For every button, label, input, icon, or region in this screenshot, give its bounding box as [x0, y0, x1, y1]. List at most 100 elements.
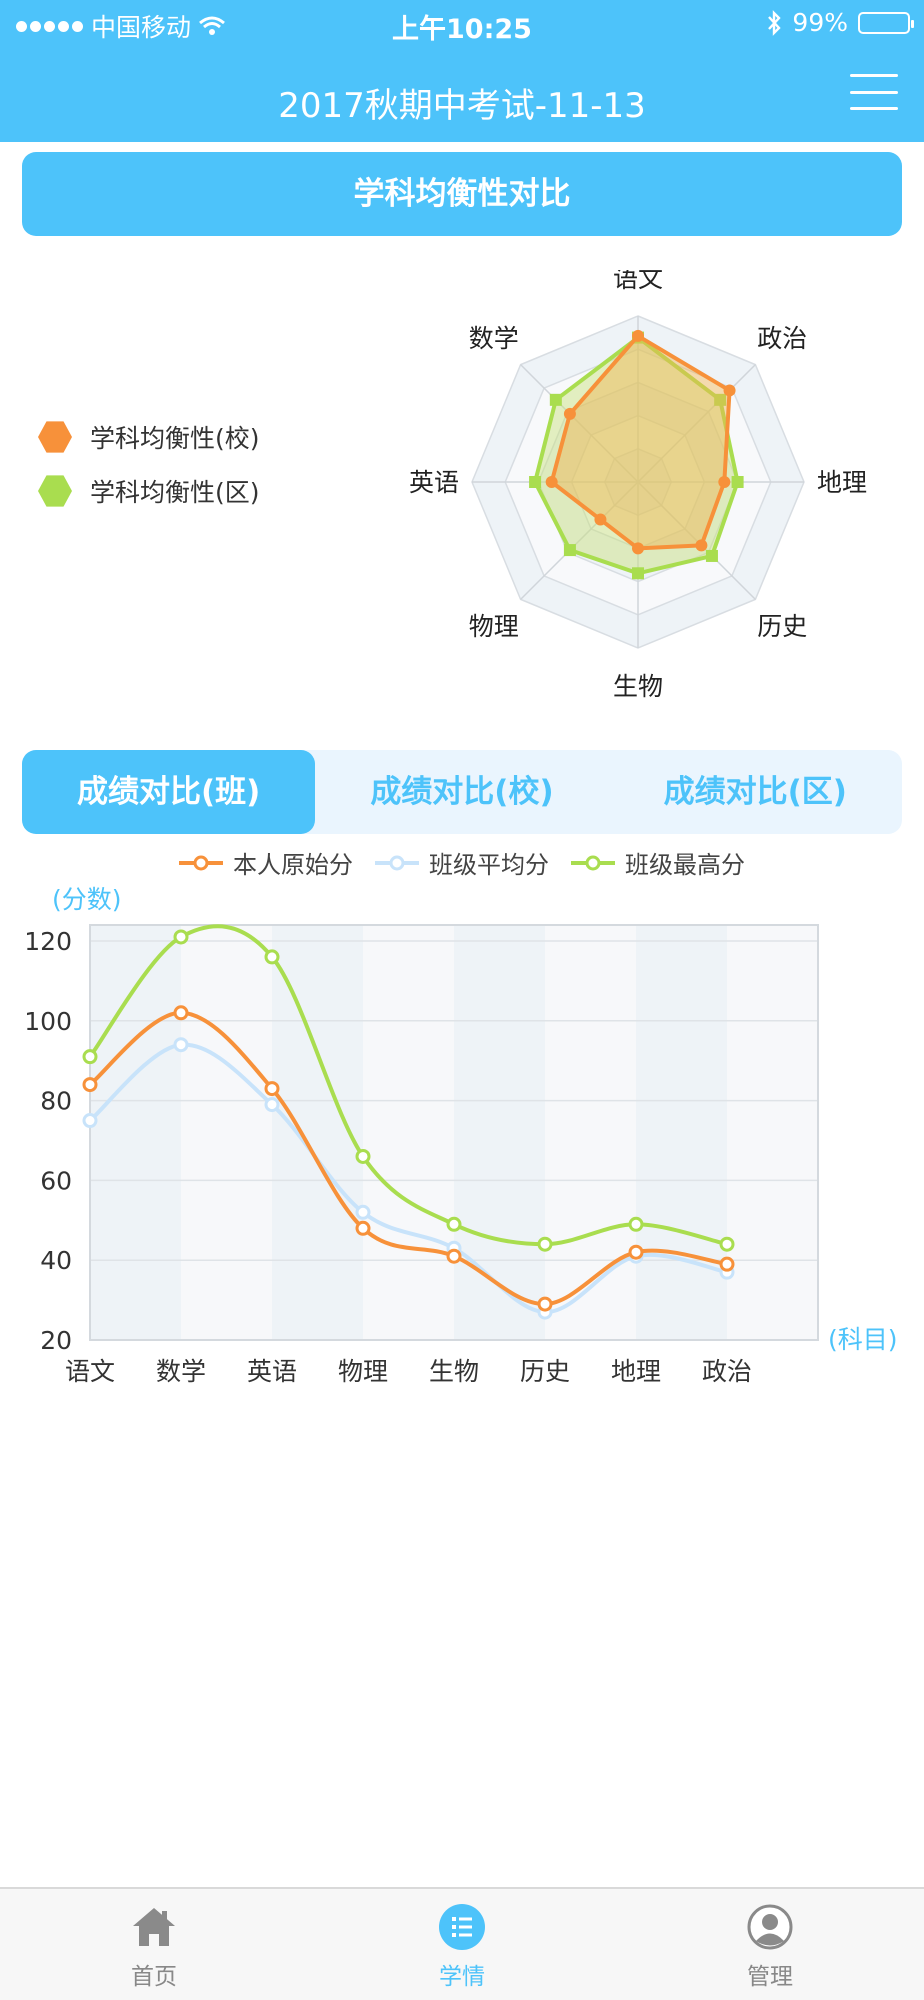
data-point	[719, 1236, 735, 1252]
radar-axis-label: 地理	[817, 468, 867, 497]
hamburger-menu-icon[interactable]	[850, 74, 898, 110]
radar-point	[632, 329, 644, 342]
legend-item-class-max[interactable]: 班级最高分	[571, 845, 745, 880]
tab-district-compare[interactable]: 成绩对比(区)	[663, 774, 847, 810]
radar-point	[545, 476, 558, 488]
radar-point	[529, 476, 542, 488]
radar-axis-label: 物理	[469, 612, 519, 641]
x-axis-title: (科目)	[828, 1325, 898, 1354]
data-point	[173, 929, 189, 945]
legend-line-marker-icon	[375, 855, 419, 870]
carrier-name: 中国移动	[91, 13, 192, 42]
radar-legend-item-district[interactable]: 学科均衡性(区)	[38, 464, 260, 518]
status-left: 中国移动	[16, 8, 225, 44]
radar-axis-label: 生物	[613, 672, 663, 700]
x-tick-label: 生物	[429, 1357, 479, 1386]
balance-section-header: 学科均衡性对比	[22, 152, 902, 236]
legend-line-marker-icon	[179, 855, 223, 870]
data-point	[628, 1244, 644, 1260]
bottom-tab-home[interactable]: 首页	[0, 1889, 308, 2000]
line-chart-legend: 本人原始分 班级平均分 班级最高分	[0, 845, 924, 880]
y-axis-title: (分数)	[52, 885, 122, 914]
data-point	[537, 1236, 553, 1252]
chart-band	[90, 925, 181, 1340]
y-tick-label: 100	[24, 1007, 72, 1036]
radar-point	[632, 567, 644, 580]
chart-band	[454, 925, 545, 1340]
bottom-tab-study[interactable]: 学情	[308, 1889, 616, 2000]
tab-school-compare[interactable]: 成绩对比(校)	[370, 774, 554, 810]
radar-point	[731, 476, 744, 488]
radar-axis-label: 政治	[757, 324, 807, 353]
x-tick-label: 地理	[611, 1357, 661, 1386]
radar-spoke	[637, 481, 756, 600]
battery-percent: 99%	[792, 8, 848, 37]
page-title: 2017秋期中考试-11-13	[278, 86, 646, 126]
data-point	[446, 1248, 462, 1264]
data-point	[628, 1216, 644, 1232]
legend-line-marker-icon	[571, 855, 615, 870]
chart-band	[363, 925, 454, 1340]
x-tick-label: 英语	[247, 1357, 297, 1386]
data-point	[446, 1216, 462, 1232]
bottom-tab-manage[interactable]: 管理	[616, 1889, 924, 2000]
hexagon-marker-icon	[38, 475, 72, 507]
radar-point	[714, 393, 727, 406]
y-tick-label: 120	[24, 927, 72, 956]
score-compare-tabs: 成绩对比(班) 成绩对比(校) 成绩对比(区)	[22, 750, 902, 834]
radar-point	[549, 393, 562, 406]
user-icon	[746, 1903, 794, 1951]
tab-class-compare[interactable]: 成绩对比(班)	[22, 750, 316, 834]
radar-spoke	[637, 364, 756, 483]
signal-strength-icon	[16, 20, 83, 32]
y-tick-label: 80	[40, 1087, 72, 1116]
status-bar: 中国移动 上午10:25 99%	[0, 0, 924, 46]
bottom-tab-bar: 首页 学情 管理	[0, 1887, 924, 2000]
data-point	[264, 1097, 280, 1113]
wifi-icon	[199, 16, 225, 35]
bottom-tab-label: 学情	[439, 1964, 485, 1990]
hexagon-marker-icon	[38, 421, 72, 453]
radar-legend-item-school[interactable]: 学科均衡性(校)	[38, 410, 260, 464]
status-right: 99%	[766, 8, 914, 37]
home-icon	[130, 1903, 178, 1951]
data-point	[82, 1049, 98, 1065]
chart-band	[545, 925, 636, 1340]
list-icon	[438, 1903, 486, 1951]
x-tick-label: 语文	[65, 1357, 115, 1386]
data-point	[355, 1204, 371, 1220]
radar-point	[718, 476, 731, 488]
x-tick-label: 数学	[156, 1357, 206, 1386]
radar-spoke	[520, 481, 639, 600]
radar-point	[632, 542, 644, 555]
radar-spoke	[520, 364, 639, 483]
radar-axis-label: 语文	[613, 270, 663, 293]
chart-band	[636, 925, 727, 1340]
radar-legend: 学科均衡性(校) 学科均衡性(区)	[38, 410, 260, 518]
bottom-tab-label: 管理	[747, 1964, 793, 1990]
radar-point	[705, 549, 718, 562]
legend-item-class-avg[interactable]: 班级平均分	[375, 845, 549, 880]
legend-label: 本人原始分	[233, 851, 353, 879]
data-point	[719, 1256, 735, 1272]
x-tick-label: 政治	[702, 1357, 752, 1386]
status-time: 上午10:25	[392, 14, 532, 45]
legend-item-own-score[interactable]: 本人原始分	[179, 845, 353, 880]
data-point	[173, 1037, 189, 1053]
bluetooth-icon	[768, 9, 782, 36]
radar-point	[563, 407, 576, 420]
radar-point	[563, 544, 576, 557]
y-tick-label: 60	[40, 1166, 72, 1195]
radar-axis-label: 数学	[469, 324, 519, 353]
data-point	[264, 949, 280, 965]
radar-axis-label: 历史	[757, 612, 807, 641]
data-point	[355, 1220, 371, 1236]
radar-legend-label: 学科均衡性(区)	[90, 478, 260, 507]
data-point	[82, 1077, 98, 1093]
x-tick-label: 历史	[520, 1357, 570, 1386]
chart-band	[727, 925, 818, 1340]
data-point	[355, 1148, 371, 1164]
top-bar: 中国移动 上午10:25 99% 2017秋期中考试-11-13	[0, 0, 924, 142]
data-point	[82, 1113, 98, 1129]
